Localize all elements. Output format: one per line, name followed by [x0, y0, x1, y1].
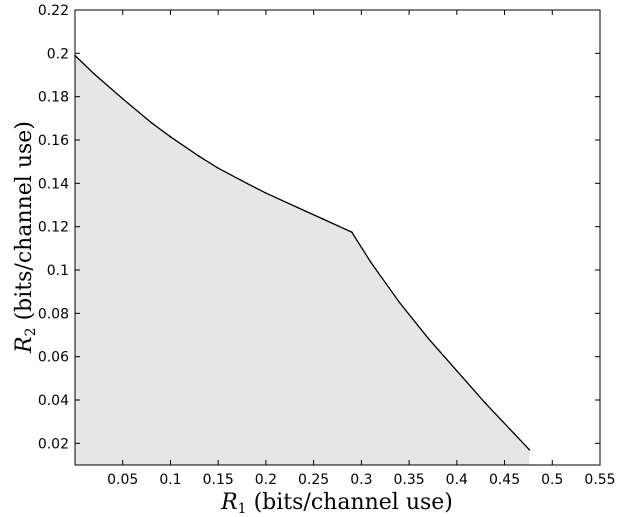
x-tick-label: 0.55 [584, 472, 615, 488]
x-tick-label: 0.4 [446, 472, 468, 488]
boundary-point-7 [246, 182, 248, 185]
x-tick-label: 0.35 [394, 472, 425, 488]
boundary-point-12 [370, 261, 372, 264]
y-tick-label: 0.14 [38, 176, 69, 192]
boundary-point-14 [427, 337, 430, 340]
y-tick-label: 0.16 [38, 133, 69, 149]
boundary-point-8 [265, 192, 267, 194]
boundary-point-18 [528, 449, 531, 451]
y-tick-label: 0.18 [38, 90, 69, 106]
plot-area [74, 54, 531, 465]
y-tick-label: 0.04 [38, 393, 69, 409]
boundary-point-15 [456, 370, 458, 372]
boundary-point-10 [322, 218, 325, 220]
boundary-point-3 [150, 121, 153, 124]
y-tick-label: 0.1 [47, 263, 69, 279]
y-tick-label: 0.22 [38, 3, 69, 19]
x-tick-label: 0.05 [107, 472, 138, 488]
boundary-point-5 [198, 155, 200, 158]
y-axis-label: R2 (bits/channel use) [12, 121, 39, 354]
boundary-point-1 [93, 73, 95, 75]
boundary-point-17 [513, 432, 515, 435]
boundary-point-11 [351, 231, 353, 233]
region-fill [75, 55, 530, 465]
x-tick-label: 0.25 [298, 472, 329, 488]
axis-ticks: 0.05 0.1 0.15 0.2 0.25 0.3 0.35 0.4 0.45 0.5 0.55 0… [38, 3, 616, 488]
x-tick-label: 0.15 [203, 472, 234, 488]
y-tick-label: 0.08 [38, 306, 69, 322]
boundary-point-13 [398, 301, 401, 304]
x-tick-label: 0.45 [489, 472, 520, 488]
y-tick-label: 0.02 [38, 436, 69, 452]
y-tick-label: 0.06 [38, 350, 69, 366]
boundary-point-9 [293, 205, 296, 207]
x-tick-label: 0.5 [541, 472, 563, 488]
x-tick-label: 0.3 [350, 472, 372, 488]
x-tick-label: 0.1 [159, 472, 181, 488]
x-axis-label: R1 (bits/channel use) [220, 490, 453, 517]
x-tick-label: 0.2 [255, 472, 277, 488]
y-tick-label: 0.12 [38, 220, 69, 236]
y-tick-label: 0.2 [47, 46, 69, 62]
boundary-point-6 [217, 167, 219, 169]
plot-frame [74, 9, 601, 466]
boundary-point-2 [121, 98, 124, 100]
boundary-point-4 [169, 136, 172, 138]
boundary-point-16 [484, 402, 487, 405]
